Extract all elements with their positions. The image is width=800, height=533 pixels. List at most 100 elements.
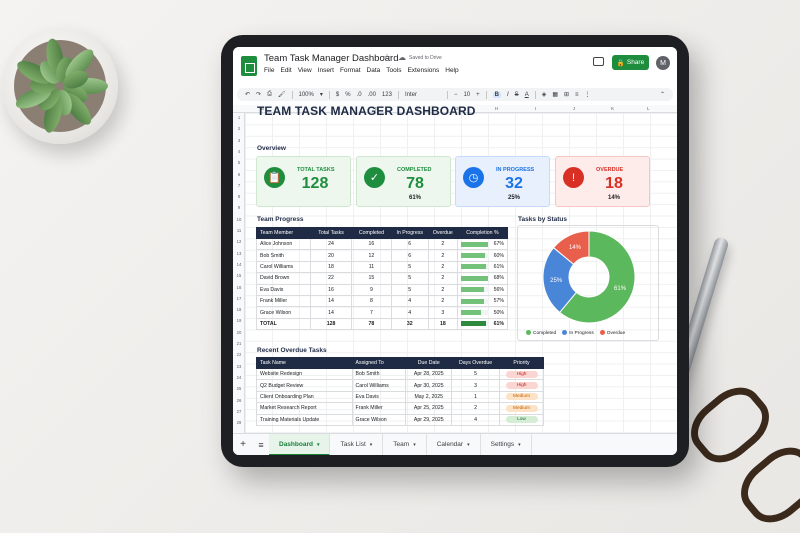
document-title[interactable]: Team Task Manager Dashboard — [264, 53, 399, 64]
menu-item-data[interactable]: Data — [366, 67, 381, 74]
member-name[interactable]: TOTAL — [256, 317, 311, 331]
completion-cell[interactable]: 61% — [456, 260, 509, 274]
completion-cell[interactable]: 60% — [456, 249, 509, 262]
row-header[interactable]: 26 — [236, 397, 242, 403]
row-header[interactable]: 22 — [236, 352, 242, 358]
column-header[interactable]: G — [455, 106, 459, 111]
completion-cell[interactable]: 57% — [456, 294, 509, 308]
tab-task-list[interactable]: Task List ▾ — [330, 433, 384, 455]
task-name[interactable]: Website Redesign — [256, 367, 353, 381]
font-size-increase[interactable]: + — [476, 91, 480, 98]
menu-item-format[interactable]: Format — [339, 67, 361, 74]
due-date[interactable]: Apr 25, 2025 — [405, 402, 453, 415]
table-row[interactable]: Alice Johnson 24 16 6 2 67% — [256, 237, 509, 251]
cell-total[interactable]: 14 — [309, 306, 353, 319]
cell-overdue[interactable]: 2 — [427, 249, 458, 262]
align-icon[interactable]: ≡ — [575, 91, 579, 98]
cell-total[interactable]: 16 — [309, 283, 353, 296]
cell-completed[interactable]: 11 — [351, 260, 392, 274]
tab-calendar[interactable]: Calendar ▾ — [427, 433, 481, 455]
row-header[interactable]: 6 — [237, 171, 241, 177]
menu-item-tools[interactable]: Tools — [386, 67, 402, 74]
table-row[interactable]: Q2 Budget Review Carol Williams Apr 30, 20… — [256, 379, 544, 392]
add-sheet-button[interactable]: + — [240, 439, 246, 450]
column-title[interactable]: Overdue — [427, 227, 458, 239]
row-header[interactable]: 13 — [236, 250, 242, 256]
cell-overdue[interactable]: 2 — [427, 260, 458, 274]
cell-completed[interactable]: 7 — [351, 306, 392, 319]
italic-button[interactable]: I — [507, 91, 509, 98]
paint-format-icon[interactable]: 🖌 — [277, 92, 286, 98]
priority-cell[interactable]: Medium — [499, 402, 544, 415]
menu-item-insert[interactable]: Insert — [317, 67, 334, 74]
column-title[interactable]: In Progress — [390, 227, 429, 239]
column-header[interactable]: K — [611, 106, 615, 111]
due-date[interactable]: Apr 28, 2025 — [405, 367, 453, 381]
column-header[interactable]: I — [535, 106, 537, 111]
row-header[interactable]: 7 — [237, 182, 241, 188]
column-header[interactable]: H — [495, 106, 499, 111]
days-overdue[interactable]: 3 — [451, 379, 500, 392]
number-format-button[interactable]: 123 — [381, 91, 392, 98]
cell-completed[interactable]: 16 — [351, 237, 392, 251]
row-header[interactable]: 17 — [236, 295, 242, 301]
row-header[interactable]: 18 — [236, 307, 242, 313]
completion-cell[interactable]: 50% — [456, 306, 509, 319]
row-header[interactable]: 15 — [236, 273, 242, 279]
cell-total[interactable]: 18 — [309, 260, 353, 274]
column-header[interactable]: D — [337, 106, 341, 111]
row-header[interactable]: 5 — [237, 160, 241, 166]
days-overdue[interactable]: 5 — [451, 367, 500, 381]
column-header[interactable]: F — [417, 106, 420, 111]
column-title[interactable]: Days Overdue — [451, 357, 500, 369]
cell-total[interactable]: 22 — [309, 272, 353, 285]
assigned-to[interactable]: Carol Williams — [351, 379, 407, 392]
row-header[interactable]: 27 — [236, 408, 242, 414]
due-date[interactable]: May 2, 2025 — [405, 390, 453, 404]
comment-icon[interactable] — [593, 57, 604, 66]
task-name[interactable]: Market Research Report — [256, 402, 353, 415]
row-header[interactable]: 28 — [236, 420, 242, 426]
member-name[interactable]: David Brown — [256, 272, 311, 285]
column-title[interactable]: Task Name — [256, 357, 353, 369]
redo-icon[interactable]: ↷ — [256, 92, 262, 98]
completion-cell[interactable]: 61% — [456, 317, 509, 331]
pie-slice-completed[interactable] — [558, 230, 636, 324]
menu-item-view[interactable]: View — [297, 67, 312, 74]
cell-progress[interactable]: 32 — [390, 317, 429, 331]
table-row[interactable]: Client Onboarding Plan Eva Davis May 2, 20… — [256, 390, 544, 404]
card-total-tasks[interactable]: 📋 TOTAL TASKS 128 — [256, 156, 351, 207]
cell-progress[interactable]: 6 — [390, 249, 429, 262]
row-header[interactable]: 11 — [236, 228, 242, 233]
column-title[interactable]: Assigned To — [351, 357, 407, 369]
cell-completed[interactable]: 8 — [351, 294, 392, 308]
member-name[interactable]: Frank Miller — [256, 294, 311, 308]
bold-button[interactable]: B — [492, 91, 501, 98]
row-header[interactable]: 19 — [236, 318, 242, 324]
column-title[interactable]: Priority — [499, 357, 544, 369]
row-header[interactable]: 1 — [237, 115, 241, 120]
member-name[interactable]: Eva Davis — [256, 283, 311, 296]
row-header[interactable]: 23 — [236, 363, 242, 369]
table-row[interactable]: Market Research Report Frank Miller Apr 25… — [256, 402, 544, 415]
member-name[interactable]: Carol Williams — [256, 260, 311, 274]
cell-completed[interactable]: 78 — [351, 317, 392, 331]
avatar[interactable]: M — [656, 56, 670, 70]
column-header[interactable]: C — [297, 106, 301, 111]
borders-icon[interactable]: ▦ — [552, 92, 558, 98]
row-header[interactable]: 8 — [237, 194, 241, 200]
fill-color-icon[interactable]: ◈ — [541, 92, 547, 98]
column-title[interactable]: Total Tasks — [309, 227, 353, 239]
cell-progress[interactable]: 4 — [390, 306, 429, 319]
days-overdue[interactable]: 2 — [451, 402, 500, 415]
cell-overdue[interactable]: 18 — [427, 317, 458, 331]
row-header[interactable]: 4 — [237, 148, 241, 154]
legend-item-completed[interactable]: Completed — [526, 330, 556, 336]
row-header[interactable]: 9 — [237, 205, 241, 211]
menu-item-extensions[interactable]: Extensions — [407, 67, 440, 74]
column-header[interactable]: E — [375, 106, 379, 111]
row-header[interactable]: 3 — [237, 137, 241, 143]
row-header[interactable]: 20 — [236, 329, 242, 335]
member-name[interactable]: Grace Wilson — [256, 306, 311, 319]
cell-overdue[interactable]: 2 — [427, 237, 458, 251]
